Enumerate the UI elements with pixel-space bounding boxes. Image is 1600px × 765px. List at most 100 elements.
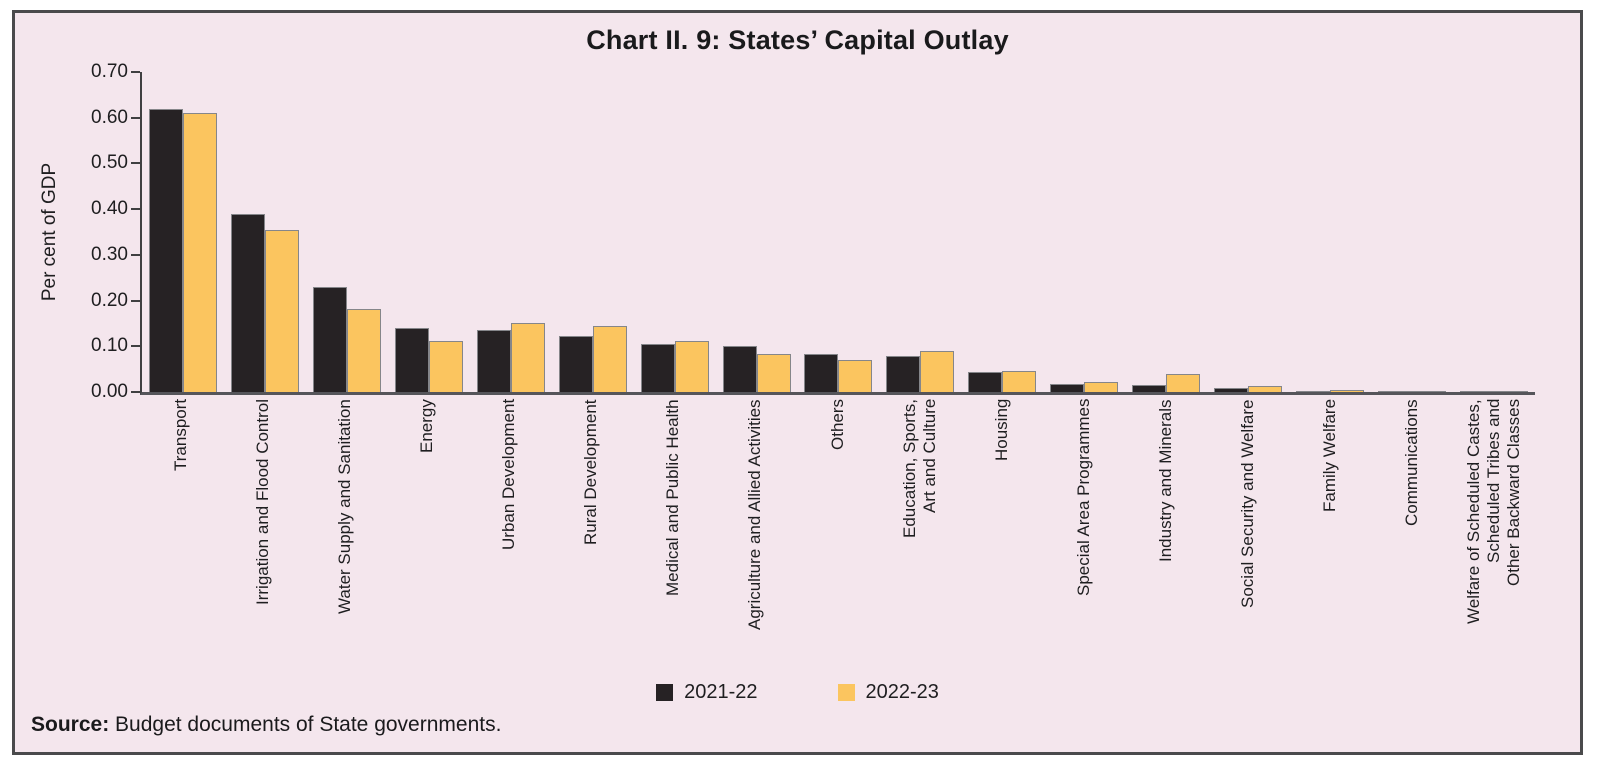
bar-2022-23-13 [1248,386,1283,392]
bar-2022-23-8 [838,360,873,392]
bar-group-2 [306,286,388,392]
y-tick-label: 0.60 [91,106,128,128]
bar-group-7 [716,345,798,392]
bar-2021-22-11 [1050,383,1085,392]
legend-item-2022-23: 2022-23 [837,681,939,704]
source-note: Source: Budget documents of State govern… [31,713,1580,737]
bar-2022-23-6 [674,340,709,392]
plot-area: Per cent of GDP 0.70 0.60 0.50 0.40 0.30 0.20… [39,61,1535,402]
x-label-5: Rural Development [581,399,601,545]
x-label-cell-15: Communications [1371,399,1453,667]
x-label-15: Communications [1401,399,1421,526]
bar-2021-22-13 [1214,388,1249,392]
bar-group-10 [961,370,1043,392]
bar-2021-22-16 [1459,391,1494,392]
bar-group-8 [798,353,880,392]
bar-2022-23-9 [920,350,955,392]
x-label-cell-0: Transport [140,399,222,667]
bar-2021-22-6 [640,344,675,392]
bar-2021-22-14 [1296,390,1331,392]
y-tick [131,253,140,256]
bar-group-14 [1289,389,1371,392]
x-label-1: Irrigation and Flood Control [253,399,273,606]
bar-group-1 [224,213,306,392]
source-text: Budget documents of State governments. [115,713,502,736]
legend-label: 2021-22 [684,681,758,703]
y-tick [131,116,140,119]
y-tick [131,71,140,73]
y-tick-label: 0.50 [91,152,128,174]
bar-group-13 [1207,386,1289,392]
x-label-cell-5: Rural Development [550,399,632,667]
x-labels: Transport Irrigation and Flood Control Wat… [140,399,1535,667]
y-tick-label: 0.30 [91,243,128,265]
x-label-cell-2: Water Supply and Sanitation [304,399,386,667]
y-tick [131,162,140,165]
bar-2021-22-4 [476,330,511,392]
x-label-cell-16: Welfare of Scheduled Castes, Scheduled T… [1453,399,1535,667]
y-tick-label: 0.10 [91,335,128,357]
y-axis-title: Per cent of GDP [39,162,60,302]
bar-group-11 [1043,381,1125,392]
y-tick [131,391,140,393]
x-label-cell-8: Others [797,399,879,667]
bar-2022-23-16 [1493,391,1528,392]
bar-group-3 [388,328,470,392]
x-label-cell-13: Social Security and Welfare [1207,399,1289,667]
x-label-14: Family Welfare [1319,399,1339,513]
bar-2022-23-12 [1166,373,1201,392]
x-label-cell-14: Family Welfare [1289,399,1371,667]
bar-2021-22-9 [886,355,921,392]
x-label-cell-11: Special Area Programmes [1043,399,1125,667]
x-label-cell-7: Agriculture and Allied Activities [714,399,796,667]
bar-2022-23-15 [1412,391,1447,392]
bar-2022-23-1 [264,229,299,392]
x-label-cell-3: Energy [386,399,468,667]
bar-group-0 [142,108,224,392]
chart-frame: Chart II. 9: States’ Capital Outlay Per … [12,10,1583,755]
x-label-10: Housing [991,399,1011,462]
legend-label: 2022-23 [865,681,939,703]
x-label-cell-12: Industry and Minerals [1125,399,1207,667]
legend-item-2021-22: 2021-22 [656,681,758,704]
bar-2022-23-14 [1330,389,1365,392]
y-tick-label: 0.00 [91,381,128,402]
bar-2021-22-0 [148,108,183,392]
x-label-4: Urban Development [499,399,519,551]
bar-2021-22-5 [558,336,593,392]
bar-2022-23-4 [510,322,545,392]
bar-group-5 [552,326,634,392]
bar-2022-23-0 [182,113,217,392]
y-tick [131,208,140,211]
bar-2021-22-10 [968,372,1003,392]
bar-2021-22-12 [1132,384,1167,392]
legend-marker-icon [656,684,674,701]
y-tick [131,299,140,302]
y-tick-label: 0.20 [91,289,128,311]
x-label-0: Transport [171,399,190,472]
x-label-12: Industry and Minerals [1155,399,1175,562]
legend-marker-icon [837,684,855,701]
bar-2021-22-2 [312,286,347,392]
x-label-7: Agriculture and Allied Activities [745,399,765,630]
x-label-2: Water Supply and Sanitation [335,399,355,614]
bars [142,72,1535,392]
x-label-16: Welfare of Scheduled Castes, Scheduled T… [1463,399,1524,624]
bar-2022-23-10 [1002,370,1037,392]
bar-2021-22-1 [230,213,265,392]
source-label: Source: [31,713,110,736]
bar-2021-22-3 [394,328,429,392]
bar-group-15 [1371,391,1453,392]
bar-2022-23-5 [592,326,627,392]
bar-2021-22-15 [1378,391,1413,392]
legend: 2021-22 2022-23 [15,681,1580,704]
bar-2021-22-8 [804,353,839,392]
x-label-9: Education, Sports, Art and Culture [899,399,939,538]
y-tick-label: 0.40 [91,198,128,220]
chart-title: Chart II. 9: States’ Capital Outlay [586,25,1009,55]
bar-group-6 [634,340,716,392]
x-label-6: Medical and Public Health [663,399,683,596]
bar-2021-22-7 [722,345,757,392]
bar-2022-23-2 [346,308,381,392]
x-label-cell-4: Urban Development [468,399,550,667]
